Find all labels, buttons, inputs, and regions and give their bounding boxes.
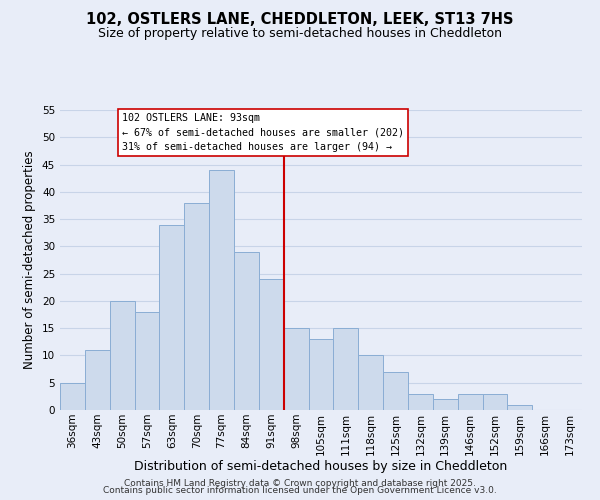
Bar bbox=[85, 350, 110, 410]
Bar bbox=[259, 279, 284, 410]
Bar bbox=[284, 328, 308, 410]
Bar bbox=[308, 339, 334, 410]
Text: 102 OSTLERS LANE: 93sqm
← 67% of semi-detached houses are smaller (202)
31% of s: 102 OSTLERS LANE: 93sqm ← 67% of semi-de… bbox=[122, 112, 404, 152]
Bar bbox=[234, 252, 259, 410]
Bar bbox=[482, 394, 508, 410]
Bar bbox=[60, 382, 85, 410]
Text: Contains HM Land Registry data © Crown copyright and database right 2025.: Contains HM Land Registry data © Crown c… bbox=[124, 478, 476, 488]
Text: 102, OSTLERS LANE, CHEDDLETON, LEEK, ST13 7HS: 102, OSTLERS LANE, CHEDDLETON, LEEK, ST1… bbox=[86, 12, 514, 28]
X-axis label: Distribution of semi-detached houses by size in Cheddleton: Distribution of semi-detached houses by … bbox=[134, 460, 508, 473]
Bar bbox=[358, 356, 383, 410]
Bar bbox=[110, 301, 134, 410]
Bar bbox=[383, 372, 408, 410]
Text: Contains public sector information licensed under the Open Government Licence v3: Contains public sector information licen… bbox=[103, 486, 497, 495]
Text: Size of property relative to semi-detached houses in Cheddleton: Size of property relative to semi-detach… bbox=[98, 28, 502, 40]
Bar bbox=[334, 328, 358, 410]
Bar bbox=[408, 394, 433, 410]
Bar bbox=[433, 399, 458, 410]
Bar bbox=[160, 224, 184, 410]
Bar bbox=[458, 394, 482, 410]
Bar bbox=[508, 404, 532, 410]
Y-axis label: Number of semi-detached properties: Number of semi-detached properties bbox=[23, 150, 37, 370]
Bar bbox=[209, 170, 234, 410]
Bar bbox=[184, 202, 209, 410]
Bar bbox=[134, 312, 160, 410]
